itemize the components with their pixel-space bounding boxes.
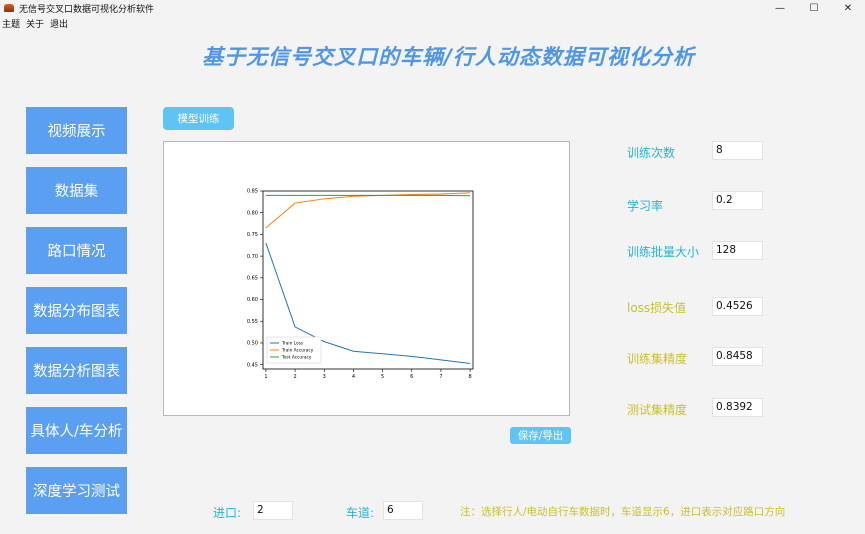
lane-label: 车道:: [346, 506, 375, 520]
plot-axes-frame: [262, 190, 474, 370]
menu-theme[interactable]: 主题: [2, 20, 21, 30]
nav-intersection-button[interactable]: 路口情况: [26, 227, 127, 274]
maximize-icon[interactable]: ☐: [809, 2, 819, 14]
learning-rate-label: 学习率: [627, 199, 664, 213]
y-tick-label: 0.55: [247, 319, 258, 325]
entry-input[interactable]: 2: [253, 501, 293, 520]
window-title: 无信号交叉口数据可视化分析软件: [19, 4, 155, 15]
training-plot-panel: 1 2 3 4 5 6 7 8 0.45 0.50 0.55 0.60 0.65 0.70 0.75 0.80…: [163, 141, 570, 416]
nav-deep-learning-button[interactable]: 深度学习测试: [26, 467, 127, 514]
y-tick-label: 0.50: [247, 341, 258, 347]
page-title: 基于无信号交叉口的车辆/行人动态数据可视化分析: [202, 45, 695, 69]
entry-label: 进口:: [213, 506, 242, 520]
y-tick-label: 0.65: [247, 276, 258, 282]
nav-analysis-chart-button[interactable]: 数据分析图表: [26, 347, 127, 394]
x-tick-label: 6: [410, 374, 413, 380]
test-accuracy-field[interactable]: 0.8392: [712, 398, 763, 417]
y-tick-label: 0.70: [247, 254, 258, 260]
app-icon: [4, 4, 14, 12]
test-accuracy-label: 测试集精度: [627, 403, 688, 417]
series-line-train-accuracy: [265, 192, 471, 229]
nav-person-vehicle-button[interactable]: 具体人/车分析: [26, 407, 127, 454]
x-tick-label: 2: [293, 374, 296, 380]
epochs-input[interactable]: 8: [712, 141, 763, 160]
series-line-train-loss: [265, 242, 471, 365]
y-tick-label: 0.85: [247, 189, 258, 195]
x-tick-label: 7: [439, 374, 442, 380]
x-tick-label: 5: [381, 374, 384, 380]
epochs-label: 训练次数: [627, 146, 676, 160]
nav-video-button[interactable]: 视频展示: [26, 107, 127, 154]
loss-label: loss损失值: [627, 301, 687, 315]
lane-input[interactable]: 6: [383, 501, 423, 520]
y-tick-label: 0.80: [247, 210, 258, 216]
legend-entry: Test Accuracy: [281, 355, 312, 361]
title-bar: 无信号交叉口数据可视化分析软件 — ☐ ✕: [0, 0, 865, 16]
x-tick-label: 8: [468, 374, 471, 380]
menu-exit[interactable]: 退出: [50, 20, 69, 30]
nav-distribution-chart-button[interactable]: 数据分布图表: [26, 287, 127, 334]
save-export-button[interactable]: 保存/导出: [510, 427, 571, 444]
y-tick-label: 0.45: [247, 362, 258, 368]
minimize-icon[interactable]: —: [775, 2, 785, 14]
loss-value-field[interactable]: 0.4526: [712, 297, 763, 316]
training-chart: 1 2 3 4 5 6 7 8 0.45 0.50 0.55 0.60 0.65 0.70 0.75 0.80…: [247, 189, 474, 380]
menu-bar: 主题 关于 退出: [2, 17, 68, 31]
batch-size-label: 训练批量大小: [627, 245, 700, 259]
usage-note: 注：选择行人/电动自行车数据时，车道显示6，进口表示对应路口方向: [460, 506, 786, 518]
train-model-button[interactable]: 模型训练: [163, 107, 234, 130]
chart-legend-box: [266, 336, 322, 364]
legend-entry: Train Accuracy: [281, 348, 314, 354]
x-tick-label: 3: [323, 374, 326, 380]
learning-rate-input[interactable]: 0.2: [712, 191, 763, 210]
close-icon[interactable]: ✕: [843, 2, 853, 14]
nav-dataset-button[interactable]: 数据集: [26, 167, 127, 214]
legend-entry: Train Loss: [281, 341, 304, 347]
window-controls: — ☐ ✕: [763, 0, 865, 16]
y-tick-label: 0.75: [247, 232, 258, 238]
batch-size-input[interactable]: 128: [712, 241, 763, 260]
x-tick-label: 4: [352, 374, 355, 380]
train-accuracy-field[interactable]: 0.8458: [712, 347, 763, 366]
train-accuracy-label: 训练集精度: [627, 352, 688, 366]
x-tick-label: 1: [264, 374, 267, 380]
y-tick-label: 0.60: [247, 297, 258, 303]
menu-about[interactable]: 关于: [26, 20, 45, 30]
